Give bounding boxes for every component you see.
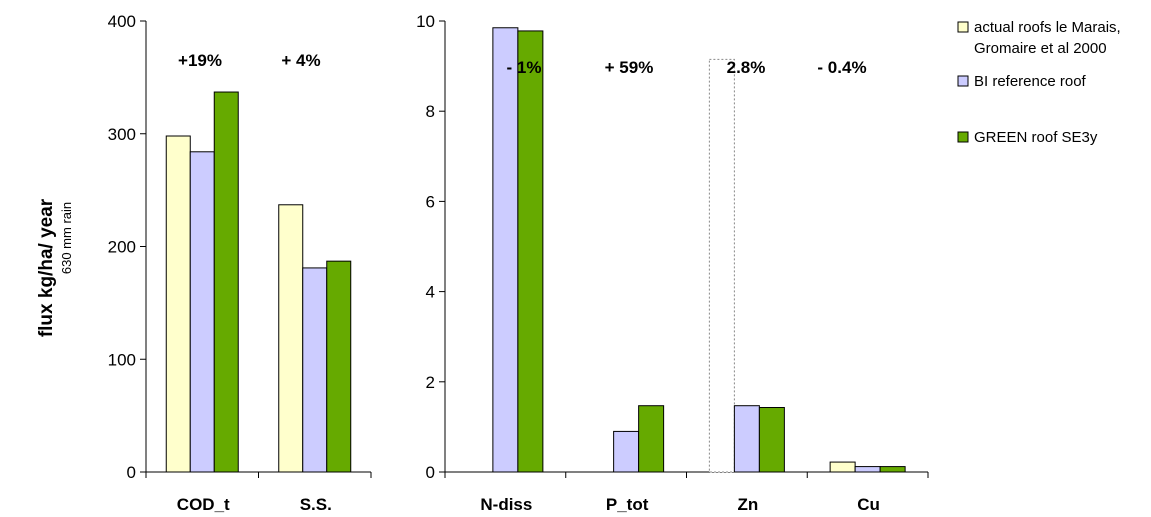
right-y-tick-label: 8: [426, 102, 435, 121]
bar-cod-t-s1: [165, 135, 191, 473]
bar-zn-s1: [708, 58, 735, 473]
legend-label-1: Gromaire et al 2000: [974, 40, 1107, 57]
bar-s-s--s3: [326, 260, 352, 473]
right-y-tick-label: 4: [426, 283, 435, 302]
change-annotation: - 0.4%: [817, 58, 866, 77]
bar-cu-s2: [854, 466, 881, 473]
bar-zn-s2: [733, 405, 760, 473]
bar-p-tot-s2: [613, 430, 640, 473]
left-y-tick-label: 400: [108, 12, 136, 31]
right-y-tick-label: 10: [416, 12, 435, 31]
x-tick-label-n-diss: N-diss: [480, 495, 532, 514]
left-y-tick-label: 200: [108, 238, 136, 257]
x-tick-label-cod-t: COD_t: [177, 495, 230, 514]
legend-swatch-1: [957, 21, 969, 33]
y-axis-sublabel: 630 mm rain: [59, 202, 74, 274]
left-y-tick-label: 300: [108, 125, 136, 144]
change-annotation: - 1%: [507, 58, 542, 77]
bar-cod-t-s2: [189, 151, 215, 473]
bar-cod-t-s3: [213, 91, 239, 473]
x-tick-label-p-tot: P_tot: [606, 495, 649, 514]
right-y-tick-label: 6: [426, 192, 435, 211]
x-tick-label-cu: Cu: [857, 495, 880, 514]
x-tick-label-s-s-: S.S.: [300, 495, 332, 514]
legend-label-1: actual roofs le Marais,: [974, 19, 1121, 36]
legend-label-2: BI reference roof: [974, 73, 1087, 90]
bar-s-s--s2: [302, 267, 328, 473]
bar-s-s--s1: [278, 204, 304, 473]
bar-p-tot-s3: [638, 405, 665, 473]
change-annotation: 2.8%: [727, 58, 766, 77]
bar-n-diss-s2: [492, 27, 519, 473]
legend-swatch-3: [957, 131, 969, 143]
change-annotation: + 59%: [605, 58, 654, 77]
bar-n-diss-s3: [517, 30, 544, 473]
y-axis-label: flux kg/ha/ year: [36, 198, 57, 337]
left-y-tick-label: 0: [127, 463, 136, 482]
legend-swatch-2: [957, 75, 969, 87]
change-annotation: + 4%: [281, 51, 320, 70]
left-y-tick-label: 100: [108, 350, 136, 369]
bar-cu-s3: [879, 466, 906, 473]
bar-zn-s3: [758, 407, 785, 473]
x-tick-label-zn: Zn: [737, 495, 758, 514]
legend-label-3: GREEN roof SE3y: [974, 129, 1098, 146]
right-y-tick-label: 0: [426, 463, 435, 482]
bar-cu-s1: [829, 461, 856, 473]
right-y-tick-label: 2: [426, 373, 435, 392]
change-annotation: +19%: [178, 51, 222, 70]
